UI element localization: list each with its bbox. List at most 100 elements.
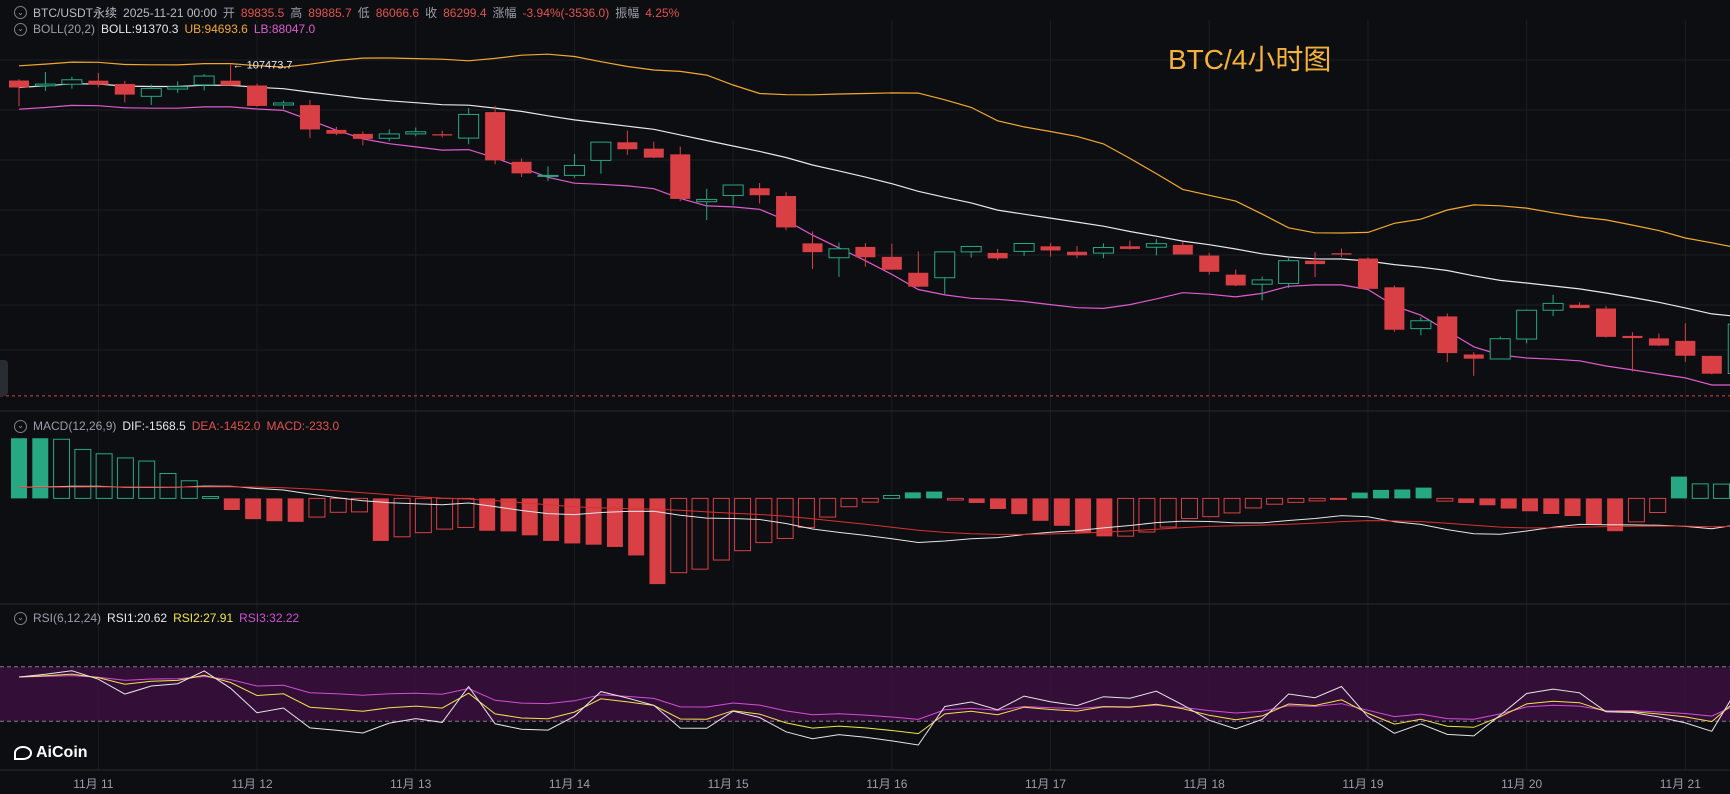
macd-bar: [1458, 498, 1475, 503]
candle-body: [326, 129, 347, 134]
macd-bar: [1543, 498, 1560, 514]
rsi2-value: RSI2:27.91: [173, 611, 234, 625]
macd-bar: [53, 438, 71, 499]
candle-body: [1092, 247, 1114, 254]
boll-mid-line: [18, 83, 1730, 317]
macd-bar: [840, 497, 858, 508]
candle-body: [352, 133, 373, 139]
macd-bar: [393, 497, 411, 538]
macd-bar: [351, 497, 368, 513]
macd-bar: [32, 438, 49, 499]
high-value: 89885.7: [308, 5, 352, 20]
macd-bar: [691, 497, 709, 570]
macd-bar: [543, 498, 560, 541]
macd-bar: [1373, 489, 1390, 499]
collapse-icon[interactable]: ⌄: [14, 611, 27, 625]
x-tick-label: 11月 21: [1660, 777, 1701, 791]
macd-area: [11, 438, 1730, 585]
collapse-icon[interactable]: ⌄: [14, 6, 27, 19]
collapse-icon[interactable]: ⌄: [14, 22, 27, 36]
macd-bar: [1479, 498, 1496, 506]
candle-body: [220, 80, 241, 86]
candle-body: [378, 133, 400, 139]
macd-bar: [883, 494, 901, 499]
macd-bar: [1436, 497, 1454, 502]
x-tick-label: 11月 20: [1501, 777, 1542, 791]
candle-body: [1410, 320, 1432, 330]
candle-body: [749, 188, 770, 196]
macd-bar: [1075, 498, 1092, 533]
candle-body: [722, 184, 744, 197]
candle-body: [485, 112, 506, 161]
macd-bar: [11, 438, 27, 499]
macd-bar: [457, 497, 475, 528]
macd-bar: [245, 498, 262, 520]
macd-bar: [1266, 497, 1284, 505]
candle-body: [537, 174, 559, 177]
macd-bar: [180, 480, 198, 499]
macd-bar: [926, 491, 943, 499]
macd-bar: [1032, 498, 1049, 521]
rsi3-line: [18, 675, 1730, 720]
candle-body: [511, 161, 532, 174]
macd-bar: [1159, 497, 1177, 528]
macd-bar: [628, 498, 645, 556]
candle-body: [1199, 255, 1220, 272]
collapse-icon[interactable]: ⌄: [14, 419, 27, 433]
datetime-label: 2025-11-21 00:00: [123, 5, 217, 20]
aicoin-logo: AiCoin: [14, 744, 88, 762]
candle-body: [960, 245, 982, 253]
candle-body: [590, 141, 612, 161]
x-tick-label: 11月 13: [390, 777, 431, 791]
candle-body: [1225, 274, 1246, 286]
candle-body: [1278, 260, 1300, 284]
macd-bar: [989, 498, 1006, 509]
change-label: 涨幅: [492, 6, 517, 20]
candle-body: [273, 102, 294, 106]
macd-dea-value: DEA:-1452.0: [191, 419, 261, 433]
macd-bar: [734, 497, 752, 552]
x-tick-label: 11月 12: [231, 777, 272, 791]
candle-body: [247, 85, 268, 106]
low-value: 86066.6: [375, 5, 420, 20]
close-label: 收: [425, 6, 438, 20]
macd-bar: [1627, 497, 1645, 523]
macd-bar: [308, 497, 326, 518]
boll-legend: ⌄ BOLL(20,2) BOLL:91370.3 UB:94693.6 LB:…: [14, 22, 315, 36]
candle-body: [1675, 340, 1696, 356]
macd-bar: [1394, 489, 1411, 499]
macd-bar: [606, 498, 623, 547]
macd-bar: [266, 498, 283, 522]
macd-bar: [1329, 497, 1347, 500]
x-tick-label: 11月 16: [866, 777, 907, 791]
side-panel-handle[interactable]: [0, 360, 8, 396]
aicoin-logo-icon: [14, 746, 32, 760]
macd-bar: [861, 497, 879, 503]
candle-body: [802, 243, 823, 253]
macd-bar: [946, 497, 964, 501]
rsi-band: [0, 666, 1730, 722]
macd-bar: [776, 497, 794, 539]
candle-body: [1569, 304, 1590, 309]
macd-bar: [564, 498, 581, 544]
macd-bar: [329, 497, 347, 513]
macd-bar: [968, 498, 985, 503]
macd-bar: [1096, 498, 1113, 537]
symbol-label: BTC/USDT永续: [33, 6, 118, 20]
macd-bar: [1691, 483, 1709, 499]
price-markers: ← 107473.786066.6 →: [0, 60, 1730, 397]
macd-bar: [1244, 497, 1262, 509]
candle-body: [9, 80, 29, 88]
candle-body: [1516, 309, 1538, 340]
candle-body: [1040, 246, 1061, 251]
candle-body: [828, 248, 850, 259]
open-label: 开: [222, 6, 235, 20]
boll-lower-line: [18, 104, 1730, 386]
macd-bar: [797, 497, 815, 528]
macd-bar: [414, 497, 432, 534]
candle-body: [1463, 354, 1484, 359]
candle-body: [1489, 338, 1511, 360]
macd-bar: [138, 460, 156, 499]
candle-body: [1437, 316, 1458, 354]
